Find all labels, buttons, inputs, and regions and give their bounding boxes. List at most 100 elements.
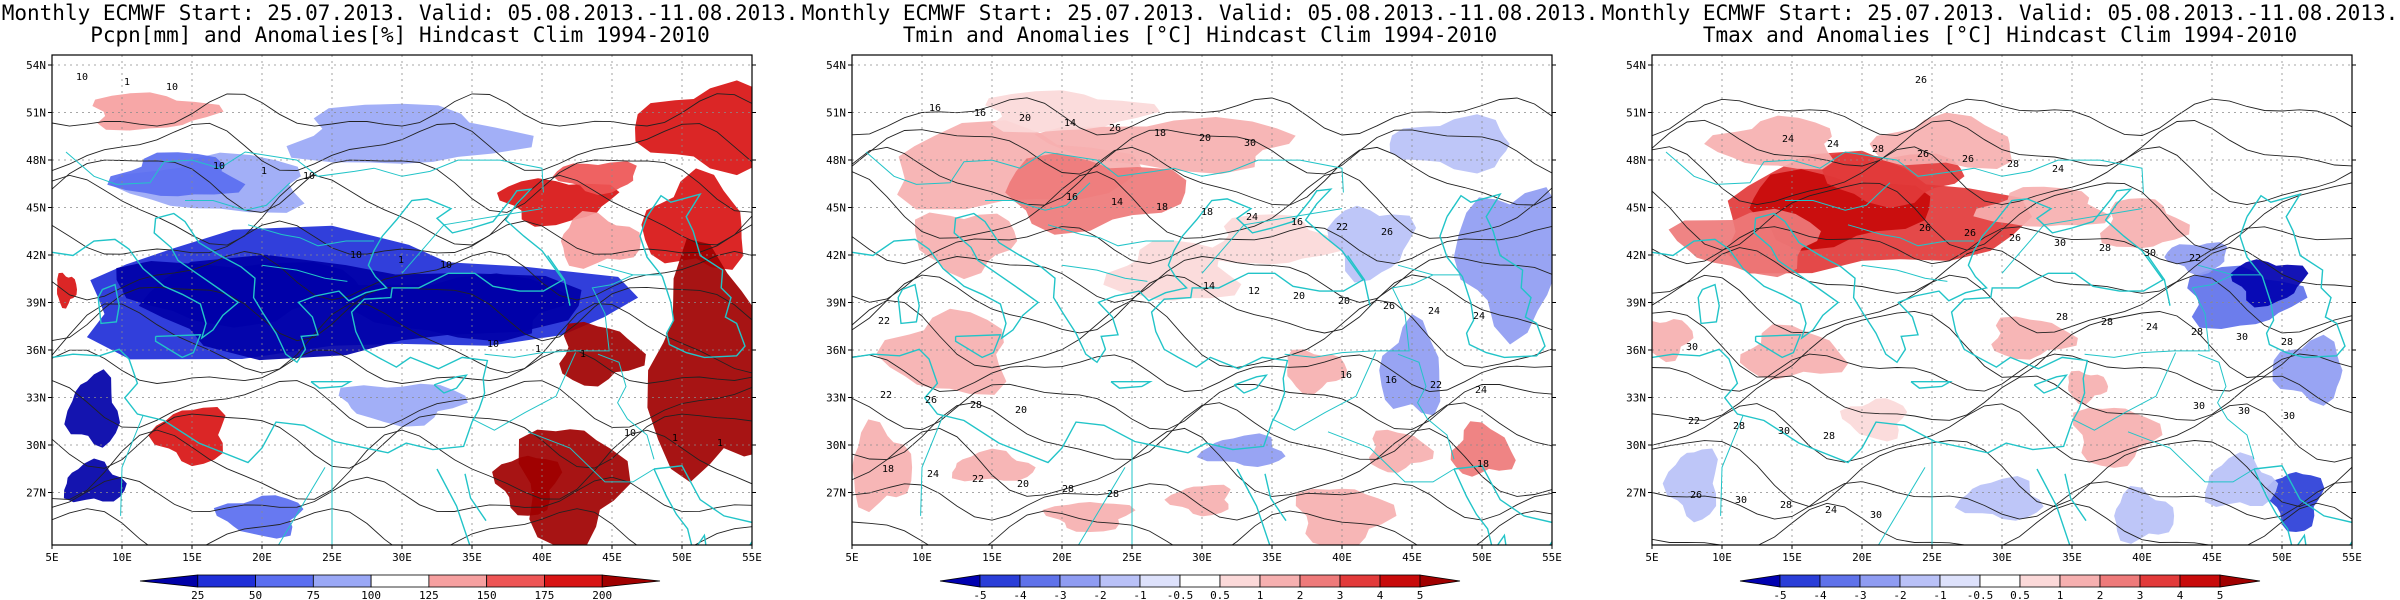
country-border <box>1271 352 1377 431</box>
isoline <box>52 508 752 545</box>
anomaly-region <box>1973 186 2112 227</box>
coastline <box>52 188 565 464</box>
isoline <box>52 349 752 384</box>
contour-label: 30 <box>2283 411 2295 422</box>
contour-label: 24 <box>1827 139 1839 150</box>
lat-tick-label: 48N <box>826 154 846 167</box>
colorbar-label: 2 <box>1297 589 1304 600</box>
lon-tick-label: 15E <box>982 551 1002 564</box>
lat-tick-label: 45N <box>26 202 46 215</box>
contour-label: 24 <box>1246 212 1258 223</box>
colorbar-label: -5 <box>1773 589 1786 600</box>
lat-tick-label: 39N <box>826 297 846 310</box>
coastline <box>2033 374 2069 394</box>
lon-tick-label: 45E <box>2202 551 2222 564</box>
contour-labels: 16 16 14 16 18 16 14 12 16 18 20 18 20 22 24 14 18 20 24 22… <box>878 103 1489 500</box>
colorbar-label: 200 <box>592 589 612 600</box>
isoline <box>852 129 1552 175</box>
contour-label: 1 <box>580 349 586 360</box>
isoline <box>1652 274 2352 334</box>
coastline <box>1697 283 1720 325</box>
lat-tick-label: 54N <box>26 59 46 72</box>
isoline <box>1652 481 2352 520</box>
lat-tick-label: 42N <box>26 249 46 262</box>
colorbar-swatch <box>2139 574 2181 588</box>
colorbar-label: 1 <box>1257 589 1264 600</box>
contour-label: 10 <box>440 260 452 271</box>
country-border <box>261 264 348 282</box>
contour-label: 12 <box>1248 286 1260 297</box>
colorbar-swatch <box>1059 574 1101 588</box>
anomaly-region <box>1869 112 2013 169</box>
contour-label: 30 <box>1686 342 1698 353</box>
anomaly-region <box>92 92 224 131</box>
coastline <box>2253 465 2352 524</box>
colorbar-swatch <box>1939 574 1981 588</box>
anomaly-region <box>2204 452 2279 507</box>
country-border <box>1847 224 1974 247</box>
contour-label: 22 <box>1688 416 1700 427</box>
coastline <box>653 465 752 524</box>
colorbar-label: 4 <box>1377 589 1384 600</box>
isoline <box>852 171 1552 239</box>
lat-tick-label: 39N <box>26 297 46 310</box>
anomaly-region <box>560 211 641 269</box>
isoline <box>1652 375 2352 421</box>
coastline <box>547 255 571 306</box>
coastline <box>2253 468 2352 545</box>
tmax-panel: Monthly ECMWF Start: 25.07.2013. Valid: … <box>1600 0 2400 600</box>
colorbar-swatch <box>979 574 1021 588</box>
lon-tick-label: 10E <box>112 551 132 564</box>
coastline <box>1910 381 1953 389</box>
contour-label: 20 <box>1293 291 1305 302</box>
lon-tick-label: 40E <box>2132 551 2152 564</box>
coastline <box>1439 192 1546 359</box>
colorbar-label: 3 <box>2137 589 2144 600</box>
country-border <box>1720 415 1744 516</box>
contour-label: 20 <box>1017 479 1029 490</box>
colorbar: -5 -4 -3 -2 -1 -0.5 0.5 1 2 3 4 5 <box>1739 574 2261 600</box>
contour-label: 16 <box>1291 217 1303 228</box>
isolines <box>1652 98 2352 545</box>
isoline <box>1652 98 2352 137</box>
contour-label: 1 <box>672 433 678 444</box>
colorbar-swatch <box>1979 574 2021 588</box>
country-border <box>2071 352 2177 431</box>
contour-label: 30 <box>1870 510 1882 521</box>
anomaly-region <box>338 383 468 427</box>
coastline <box>1264 473 1287 522</box>
contour-label: 10 <box>303 171 315 182</box>
coastline <box>639 192 746 359</box>
contour-label: 22 <box>972 474 984 485</box>
coastline <box>464 473 487 522</box>
tmax-map: 2426283026242628303028262430282630282224… <box>1626 54 2362 600</box>
colorbar-label: 2 <box>2097 589 2104 600</box>
contour-label: 26 <box>1690 490 1702 501</box>
contour-label: 16 <box>1340 370 1352 381</box>
colorbar-label: -1 <box>1933 589 1946 600</box>
lat-tick-label: 27N <box>1626 487 1646 500</box>
anomaly-shading <box>57 80 752 545</box>
contour-label: 26 <box>925 395 937 406</box>
contour-label: 14 <box>1203 281 1215 292</box>
lat-tick-label: 36N <box>26 344 46 357</box>
colorbar-swatch <box>1899 574 1941 588</box>
anomaly-region <box>2114 485 2175 544</box>
anomaly-region <box>2073 407 2163 468</box>
anomaly-region <box>1704 115 1835 170</box>
contour-label: 28 <box>1733 421 1745 432</box>
contour-label: 26 <box>1919 223 1931 234</box>
country-border <box>1047 224 1174 247</box>
lon-tick-label: 25E <box>322 551 342 564</box>
country-border <box>1861 264 1948 282</box>
colorbar-swatch <box>1259 574 1301 588</box>
colorbar-label: 50 <box>249 589 262 600</box>
lon-tick-label: 5E <box>845 551 858 564</box>
colorbar-swatch <box>255 574 314 588</box>
contour-label: 18 <box>882 464 894 475</box>
contour-label: 20 <box>1338 296 1350 307</box>
anomaly-region <box>635 80 752 176</box>
contour-label: 26 <box>1962 154 1974 165</box>
colorbar-label: -2 <box>1893 589 1906 600</box>
colorbar-label: 1 <box>2057 589 2064 600</box>
